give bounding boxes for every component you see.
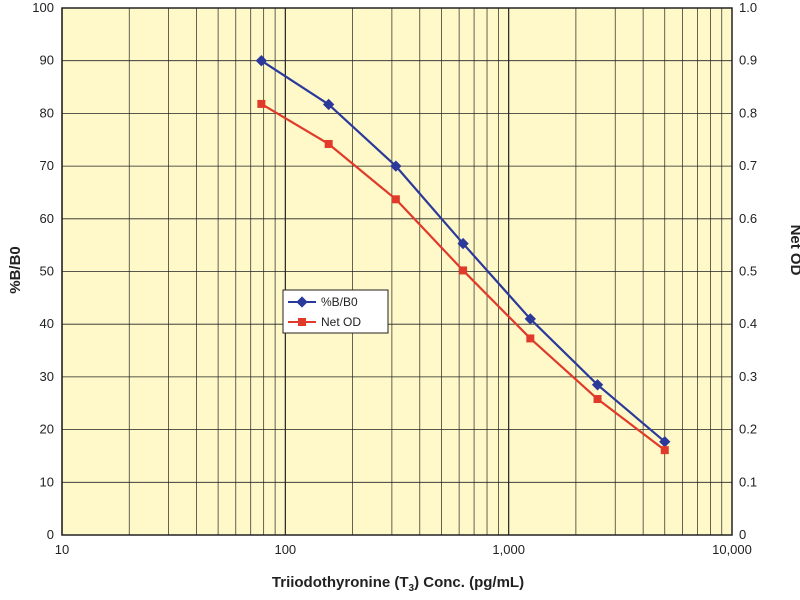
data-point [257,99,266,108]
y-tick-label: 10 [40,474,54,489]
legend: %B/B0 Net OD [282,289,389,334]
y-tick-label: 0 [47,527,54,542]
y2-tick-label: 0.9 [739,53,757,68]
y-axis-ticks: 0 10 20 30 40 50 60 70 80 90 100 [32,0,54,542]
plot-frame [61,7,733,536]
x-tick-label: 10,000 [712,542,752,557]
y-tick-label: 70 [40,158,54,173]
y2-tick-label: 0.7 [739,158,757,173]
data-point [659,436,671,448]
y2-tick-label: 0.6 [739,211,757,226]
data-point [591,379,604,391]
y2-tick-label: 0 [739,527,746,542]
legend-label-netod: Net OD [321,315,361,329]
y2-axis-title: Net OD [787,225,800,276]
data-point [324,139,333,148]
series-layer [255,55,671,455]
data-point [457,237,469,250]
x-axis-title-suffix: ) Conc. (pg/mL) [414,574,524,591]
y2-tick-label: 0.8 [739,105,757,120]
legend-marker-netod [298,318,306,326]
x-axis-ticks: 10 100 1,000 10,000 [55,542,752,557]
y2-tick-label: 0.2 [739,422,757,437]
y-axis-title: %B/B0 [7,246,24,294]
y-tick-label: 20 [40,422,54,437]
x-tick-label: 100 [274,542,296,557]
x-axis-title-subscript: 3 [409,583,415,594]
y-tick-label: 100 [32,0,54,15]
data-point [660,446,669,455]
x-tick-label: 10 [55,542,69,557]
x-axis-title: Triiodothyronine (T3) Conc. (pg/mL) [272,574,524,594]
y2-tick-label: 0.3 [739,369,757,384]
y2-tick-label: 1.0 [739,0,757,15]
y-tick-label: 90 [40,53,54,68]
data-point [524,313,536,325]
y2-tick-label: 0.1 [739,474,757,489]
data-point [459,266,468,275]
x-axis-title-prefix: Triiodothyronine (T [272,574,409,591]
y-tick-label: 30 [40,369,54,384]
legend-label-bb0: %B/B0 [321,295,358,309]
data-point [391,195,400,204]
legend-marker-bb0 [296,296,308,308]
data-point [593,395,602,404]
y2-tick-label: 0.4 [739,316,757,331]
x-tick-label: 1,000 [492,542,525,557]
data-point [526,334,535,343]
y2-axis-ticks: 0 0.1 0.2 0.3 0.4 0.5 0.6 0.7 0.8 0.9 1.0 [739,0,757,542]
data-point [255,55,268,67]
y2-tick-label: 0.5 [739,264,757,279]
y-tick-label: 60 [40,211,54,226]
y-tick-label: 80 [40,105,54,120]
y-tick-label: 50 [40,264,54,279]
y-tick-label: 40 [40,316,54,331]
data-point [390,160,402,172]
